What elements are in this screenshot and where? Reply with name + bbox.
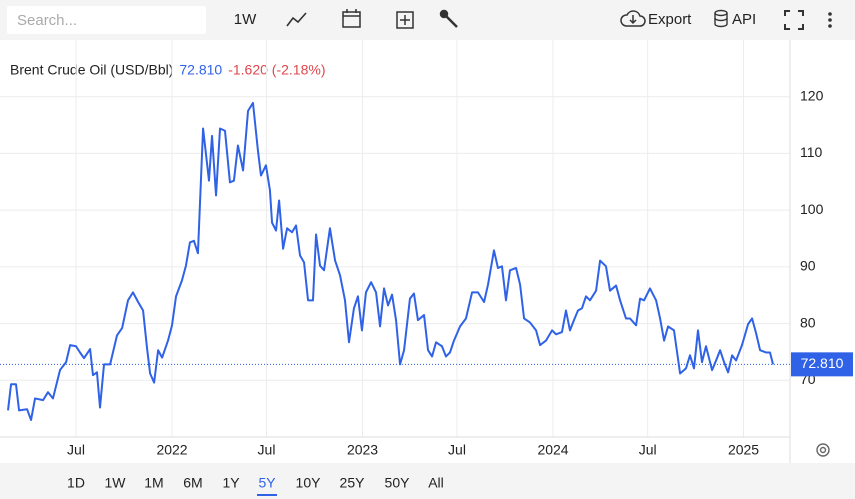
range-button[interactable]: 1Y xyxy=(222,475,240,491)
settings-icon[interactable] xyxy=(816,443,830,457)
calendar-icon[interactable] xyxy=(342,9,361,28)
api-button[interactable]: API xyxy=(732,11,756,28)
interval-button[interactable]: 1W xyxy=(234,11,257,28)
export-button[interactable]: Export xyxy=(648,11,692,28)
range-bar xyxy=(0,463,855,499)
search-box[interactable] xyxy=(7,6,206,34)
x-tick-label: Jul xyxy=(448,442,466,458)
range-button[interactable]: 25Y xyxy=(340,475,366,491)
price-change: -1.620 (-2.18%) xyxy=(228,62,325,78)
range-button[interactable]: 6M xyxy=(183,475,202,491)
x-tick-label: Jul xyxy=(258,442,276,458)
fullscreen-icon[interactable] xyxy=(784,10,804,30)
export-icon[interactable] xyxy=(620,10,646,27)
range-button[interactable]: 1D xyxy=(67,475,85,491)
last-price-label: 72.810 xyxy=(801,355,844,371)
range-button[interactable]: 1M xyxy=(144,475,163,491)
add-icon[interactable] xyxy=(396,11,414,29)
y-tick-label: 90 xyxy=(800,258,816,274)
price-line xyxy=(7,101,775,421)
x-tick-label: 2022 xyxy=(156,442,187,458)
api-icon[interactable] xyxy=(714,9,728,28)
price: 72.810 xyxy=(179,62,222,78)
search-placeholder: Search... xyxy=(17,12,77,29)
x-tick-label: 2023 xyxy=(347,442,378,458)
line-type-icon[interactable] xyxy=(286,12,307,27)
range-button[interactable]: 1W xyxy=(105,475,127,491)
range-button[interactable]: 10Y xyxy=(296,475,322,491)
range-button[interactable]: All xyxy=(428,475,444,491)
y-tick-label: 100 xyxy=(800,201,824,217)
range-button[interactable]: 50Y xyxy=(385,475,411,491)
tools-icon[interactable] xyxy=(439,9,458,28)
chart-title: Brent Crude Oil (USD/Bbl) xyxy=(10,62,173,78)
y-tick-label: 120 xyxy=(800,87,824,103)
x-tick-label: Jul xyxy=(67,442,85,458)
x-tick-label: Jul xyxy=(639,442,657,458)
x-tick-label: 2025 xyxy=(728,442,759,458)
menu-icon[interactable] xyxy=(828,12,832,28)
range-button[interactable]: 5Y xyxy=(258,475,276,491)
y-tick-label: 110 xyxy=(800,144,823,160)
y-tick-label: 80 xyxy=(800,314,816,330)
last-price-badge xyxy=(791,352,853,377)
x-tick-label: 2024 xyxy=(537,442,568,458)
